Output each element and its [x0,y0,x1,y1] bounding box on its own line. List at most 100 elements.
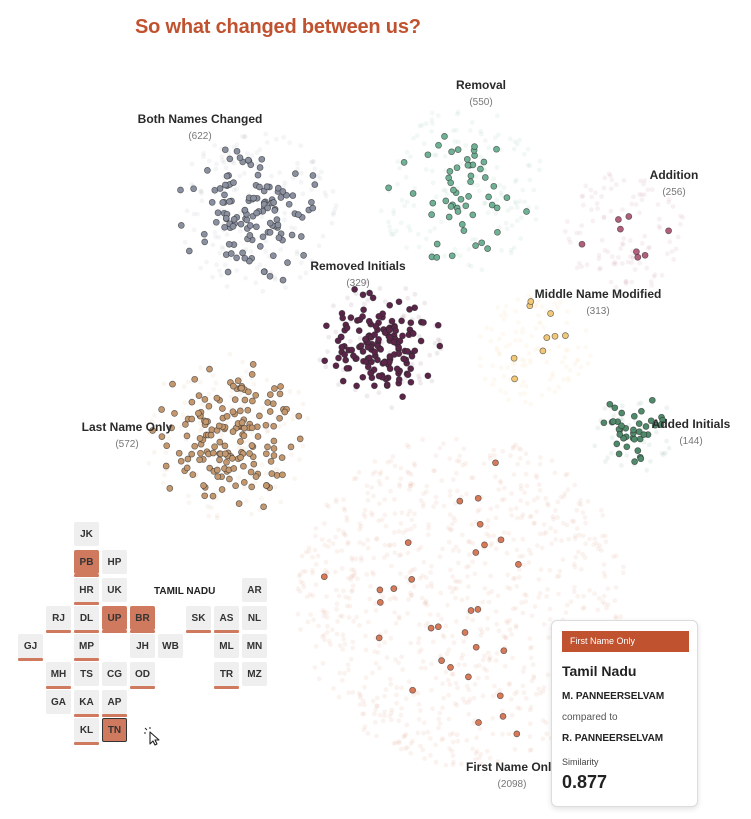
state-tile-dl[interactable]: DL [74,606,99,633]
cluster-point-first[interactable] [376,599,384,606]
cluster-point-last[interactable] [268,470,276,477]
cluster-point-addition[interactable] [617,225,624,233]
cluster-point-last[interactable] [238,419,246,426]
cluster-point-removal[interactable] [385,184,392,192]
cluster-point-both[interactable] [246,222,254,229]
cluster-point-initials[interactable] [371,331,379,338]
cluster-point-initials[interactable] [366,289,373,297]
cluster-point-initials[interactable] [424,372,432,380]
cluster-point-last[interactable] [269,400,277,408]
cluster-point-last[interactable] [248,442,256,449]
cluster-point-first[interactable] [513,730,521,738]
cluster-point-first[interactable] [476,520,484,528]
cluster-point-initials[interactable] [364,343,372,351]
cluster-point-added[interactable] [618,422,625,430]
cluster-point-last[interactable] [211,443,218,451]
cluster-point-last[interactable] [254,433,262,440]
cluster-point-initials[interactable] [375,372,383,380]
cluster-point-removal[interactable] [477,165,484,173]
cluster-point-initials[interactable] [375,336,382,343]
cluster-point-first[interactable] [472,643,480,651]
cluster-point-initials[interactable] [371,382,378,390]
cluster-point-first[interactable] [320,573,328,581]
cluster-point-initials[interactable] [399,393,406,401]
cluster-point-removal[interactable] [465,193,472,200]
cluster-point-initials[interactable] [365,317,373,325]
cluster-point-both[interactable] [269,252,277,260]
cluster-point-both[interactable] [311,181,319,188]
cluster-point-first[interactable] [447,664,454,671]
cluster-point-initials[interactable] [347,314,355,321]
cluster-point-both[interactable] [274,184,282,192]
cluster-point-added[interactable] [618,409,626,417]
cluster-point-initials[interactable] [357,342,365,350]
cluster-point-last[interactable] [276,390,284,398]
cluster-point-added[interactable] [616,431,624,438]
state-tile-tr[interactable]: TR [214,662,239,689]
cluster-point-initials[interactable] [383,381,391,388]
cluster-point-last[interactable] [295,412,303,420]
cluster-point-last[interactable] [270,445,278,452]
cluster-point-both[interactable] [266,229,274,236]
cluster-point-removal[interactable] [484,245,491,252]
cluster-point-last[interactable] [221,450,229,458]
cluster-point-initials[interactable] [334,337,342,345]
cluster-point-middle[interactable] [547,310,554,317]
cluster-point-last[interactable] [262,450,270,458]
cluster-point-last[interactable] [266,391,274,398]
cluster-point-last[interactable] [183,432,191,440]
cluster-point-added[interactable] [635,420,643,427]
cluster-point-added[interactable] [600,419,608,427]
cluster-point-initials[interactable] [359,313,366,320]
cluster-point-initials[interactable] [367,369,374,377]
cluster-point-first[interactable] [456,497,464,505]
cluster-point-initials[interactable] [369,294,377,302]
cluster-point-first[interactable] [472,549,480,556]
cluster-point-last[interactable] [207,431,215,439]
cluster-point-initials[interactable] [360,306,367,314]
cluster-point-first[interactable] [515,561,522,568]
cluster-point-initials[interactable] [359,348,367,355]
cluster-point-initials[interactable] [359,373,367,381]
cluster-point-initials[interactable] [332,362,340,370]
cluster-point-last[interactable] [214,473,222,480]
cluster-point-last[interactable] [237,454,244,461]
cluster-point-initials[interactable] [375,313,383,320]
cluster-point-last[interactable] [247,468,255,476]
cluster-point-last[interactable] [216,456,223,464]
state-tile-nl[interactable]: NL [242,606,267,630]
cluster-point-initials[interactable] [366,354,373,362]
cluster-point-last[interactable] [264,443,271,451]
cluster-point-last[interactable] [262,482,270,489]
cluster-point-both[interactable] [221,181,229,189]
cluster-point-last[interactable] [188,450,196,458]
cluster-point-middle[interactable] [510,354,518,362]
cluster-point-last[interactable] [226,475,233,483]
cluster-point-removal[interactable] [469,211,477,219]
cluster-point-last[interactable] [202,418,210,426]
cluster-point-both[interactable] [288,231,296,239]
cluster-point-last[interactable] [195,392,203,399]
cluster-point-both[interactable] [225,240,233,248]
cluster-point-last[interactable] [171,410,178,417]
cluster-point-initials[interactable] [386,334,394,341]
cluster-point-removal[interactable] [488,201,496,209]
cluster-point-added[interactable] [638,407,645,415]
cluster-point-initials[interactable] [342,356,350,364]
cluster-point-both[interactable] [256,183,263,191]
cluster-point-last[interactable] [168,424,175,432]
cluster-point-last[interactable] [158,433,166,440]
cluster-point-initials[interactable] [407,365,415,373]
state-tile-uk[interactable]: UK [102,578,127,602]
cluster-point-initials[interactable] [323,322,330,330]
cluster-point-last[interactable] [209,492,217,500]
cluster-point-last[interactable] [296,435,304,443]
cluster-point-last[interactable] [231,396,239,403]
state-tile-tn[interactable]: TN [102,718,127,742]
cluster-point-both[interactable] [221,223,228,231]
state-tile-ga[interactable]: GA [46,690,71,714]
cluster-point-removal[interactable] [442,197,450,205]
cluster-point-first[interactable] [376,586,384,594]
cluster-point-initials[interactable] [386,365,394,373]
cluster-point-both[interactable] [226,198,233,205]
